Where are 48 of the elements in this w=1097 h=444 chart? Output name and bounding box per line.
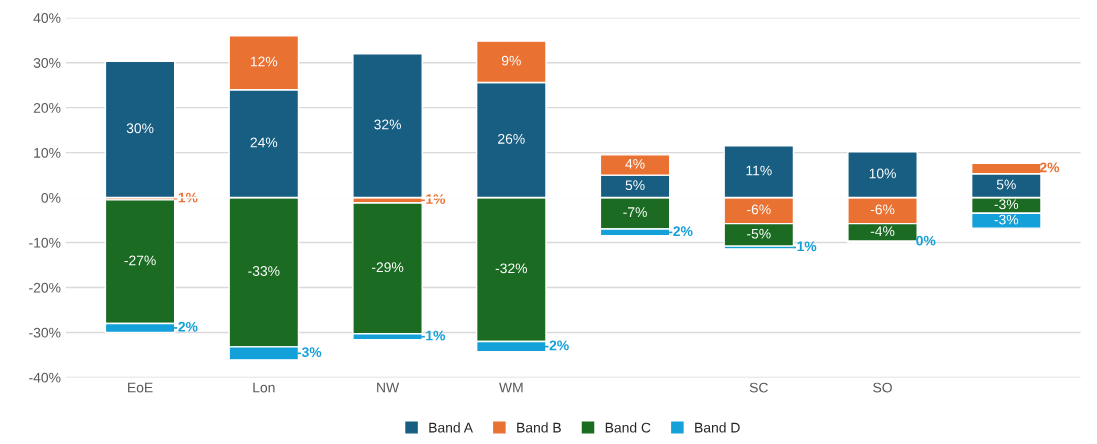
data-label: -4%	[870, 226, 895, 237]
y-tick-label: -30%	[29, 327, 61, 338]
y-tick-label: 40%	[33, 13, 61, 23]
data-label: 9%	[501, 55, 521, 66]
y-tick-label: -10%	[29, 237, 61, 248]
data-label: 10%	[869, 168, 896, 179]
data-label: -32%	[495, 263, 528, 274]
y-tick-label: 30%	[33, 58, 61, 68]
legend-label: Band B	[517, 422, 561, 433]
data-label: -1%	[421, 330, 446, 341]
x-tick-label: Lon	[253, 382, 275, 393]
x-tick-label: EoE	[128, 382, 153, 393]
data-label: 2%	[1039, 162, 1060, 173]
legend-label: Band A	[429, 422, 473, 433]
x-tick-label: SO	[873, 382, 892, 393]
data-label: -3%	[994, 199, 1019, 210]
data-label: 12%	[250, 56, 278, 67]
data-label: 30%	[126, 123, 154, 134]
data-label: -3%	[994, 214, 1019, 225]
x-tick-label: WM	[499, 382, 523, 393]
data-label: -7%	[623, 207, 647, 217]
data-label: 5%	[996, 179, 1016, 190]
data-label: -2%	[545, 340, 569, 351]
y-tick-label: 20%	[33, 103, 61, 113]
data-label: -2%	[668, 226, 693, 237]
data-label: 32%	[374, 119, 401, 130]
data-label: -27%	[124, 255, 156, 266]
data-label: -6%	[870, 204, 895, 215]
data-label: 26%	[498, 133, 525, 144]
data-label: 5%	[625, 180, 645, 191]
y-tick-label: -40%	[29, 372, 61, 383]
data-label: 24%	[250, 137, 278, 148]
data-label: -2%	[173, 321, 198, 332]
legend-label: Band C	[605, 422, 651, 433]
data-label: 0%	[916, 235, 936, 246]
y-tick-label: -20%	[29, 282, 61, 293]
x-tick-label: NW	[377, 382, 400, 393]
legend-label: Band D	[695, 422, 740, 433]
y-tick-label: 0%	[41, 192, 61, 203]
x-tick-label: SC	[749, 382, 768, 393]
data-label: -29%	[371, 262, 404, 273]
data-label: -33%	[248, 266, 280, 276]
data-label: -6%	[747, 204, 771, 215]
data-label: -1%	[792, 241, 817, 252]
data-label: -5%	[747, 228, 771, 239]
y-tick-label: 10%	[34, 147, 61, 158]
data-label: 4%	[625, 158, 645, 169]
data-label: 11%	[746, 165, 772, 176]
